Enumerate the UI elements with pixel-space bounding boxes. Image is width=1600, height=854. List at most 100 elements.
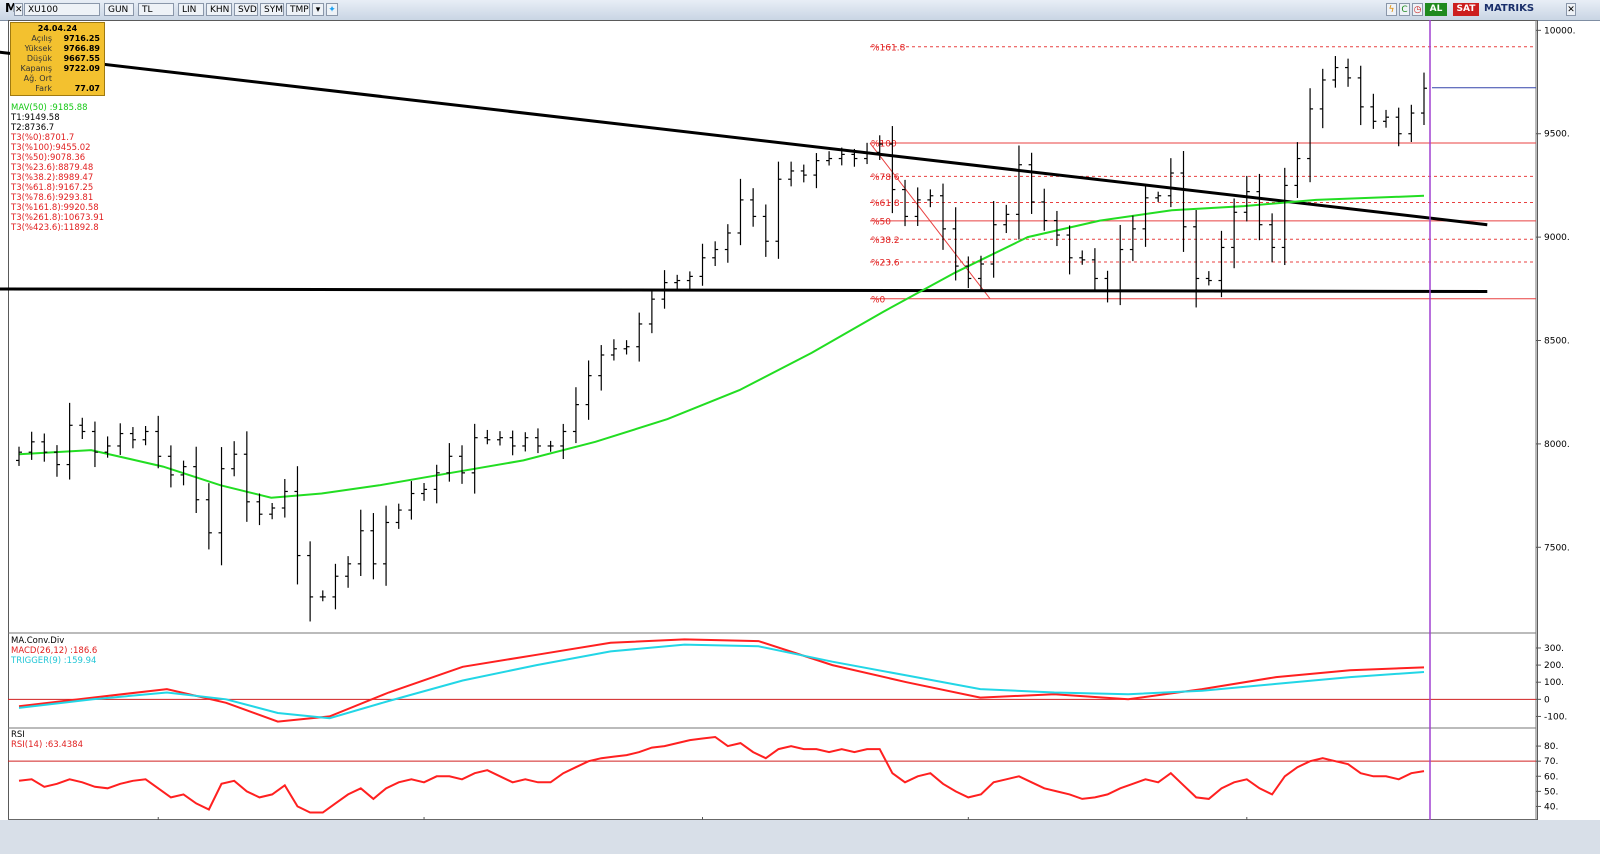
ohlc-bar: [674, 274, 681, 290]
ohlc-bar: [940, 183, 947, 250]
ohlc-bar: [1066, 225, 1073, 275]
ohlc-bar: [319, 590, 326, 602]
ohlc-bar: [433, 464, 440, 504]
ohlc-bar: [1269, 213, 1276, 263]
y-tick-label: 8500.: [1544, 337, 1570, 347]
ohlc-bar: [243, 431, 250, 522]
window-close-icon[interactable]: ✕: [1566, 3, 1576, 16]
legend-t3: T3(%261.8):10673.91: [11, 213, 105, 223]
mav50-line: [18, 194, 1425, 499]
rsi-panel: [8, 735, 1536, 814]
period-button[interactable]: GUN: [104, 3, 134, 16]
ohlc-bar: [1015, 145, 1022, 240]
lightning-icon[interactable]: ϟ: [1386, 3, 1397, 16]
trend-lines: [0, 50, 1488, 294]
ohlc-bar: [332, 563, 339, 610]
y-tick-label: 70.: [1544, 757, 1558, 767]
ohlc-bar: [902, 179, 909, 227]
dropdown-icon[interactable]: ▾: [312, 3, 324, 16]
alarm-icon[interactable]: ◷: [1412, 3, 1423, 16]
sell-button[interactable]: SAT: [1453, 3, 1479, 16]
currency-button[interactable]: TL: [138, 3, 174, 16]
legend-mav: MAV(50) :9185.88: [11, 103, 88, 113]
y-tick-label: 0: [1544, 695, 1550, 705]
ohlc-bar: [395, 503, 402, 529]
ohlc-bar: [1167, 158, 1174, 208]
legend-t3: T3(%0):8701.7: [11, 133, 75, 143]
legend-t3: T3(%50):9078.36: [11, 153, 86, 163]
macd-value: MACD(26,12) :186.6: [11, 646, 98, 656]
info-value: 9667.55: [63, 54, 100, 63]
legend-t3: T3(%38.2):8989.47: [11, 173, 94, 183]
y-tick-label: 9000.: [1544, 233, 1570, 243]
ohlc-bar: [459, 445, 466, 484]
fib-diagonal: [869, 142, 991, 300]
fib-label: %38.2: [871, 236, 900, 246]
ohlc-bar: [1231, 198, 1238, 269]
khn-button[interactable]: KHN: [206, 3, 232, 16]
ohlc-bar: [1193, 210, 1200, 308]
info-value: 77.07: [74, 84, 100, 93]
legend-t3: T3(%161.8):9920.58: [11, 203, 99, 213]
close-icon[interactable]: ✕: [14, 3, 23, 16]
indicator-legend: MAV(50) :9185.88 T1:9149.58 T2:8736.7 T3…: [11, 103, 104, 233]
ohlc-bar: [927, 189, 934, 208]
ohlc-bar: [16, 446, 22, 466]
ohlc-bar: [623, 340, 630, 355]
info-label: Fark: [35, 84, 52, 93]
ohlc-bar: [104, 436, 111, 458]
ohlc-bar: [1079, 250, 1086, 265]
ohlc-bar: [762, 204, 769, 257]
ohlc-bar: [864, 142, 871, 165]
legend-t2: T2:8736.7: [11, 123, 55, 133]
ohlc-bar: [129, 427, 136, 449]
ohlc-bar: [1218, 230, 1225, 298]
ohlc-bar: [256, 493, 263, 526]
refresh-icon[interactable]: C: [1399, 3, 1410, 16]
ohlc-bar: [534, 428, 541, 454]
y-tick-label: 7500.: [1544, 543, 1570, 553]
info-label: Kapanış: [20, 64, 52, 73]
legend-t3: T3(%23.6):8879.48: [11, 163, 94, 173]
ohlc-bar: [167, 445, 174, 488]
ohlc-bar: [876, 135, 883, 161]
ohlc-bar: [269, 502, 276, 520]
fib-label: %161.8: [871, 43, 906, 53]
legend-t3: T3(%423.6):11892.8: [11, 223, 99, 233]
fib-label: %50: [871, 217, 891, 227]
y-tick-label: 50.: [1544, 787, 1558, 797]
ohlc-bar: [1205, 271, 1212, 286]
twitter-icon[interactable]: ✦: [326, 3, 338, 16]
toolbar: M ✕ XU100 GUN TL LIN KHN SVD SYM TMP ▾ ✦…: [0, 0, 1600, 21]
ohlc-bar: [1395, 107, 1402, 147]
ohlc-bar: [724, 224, 731, 263]
ohlc-bar: [79, 417, 86, 440]
sym-button[interactable]: SYM: [260, 3, 284, 16]
ohlc-bar: [1294, 142, 1301, 198]
y-tick-label: 80.: [1544, 742, 1558, 752]
ohlc-bar: [648, 289, 655, 334]
y-tick-label: -100.: [1544, 712, 1567, 722]
macd-panel: [8, 638, 1536, 723]
rsi-title: RSI: [11, 730, 25, 740]
ohlc-bar: [357, 509, 364, 576]
ohlc-bar: [598, 345, 605, 391]
ohlc-bar: [1319, 68, 1326, 129]
ohlc-bar: [952, 207, 959, 281]
ohlc-bar: [1180, 151, 1187, 252]
brand-label: MATRIKS: [1484, 3, 1535, 14]
tmp-button[interactable]: TMP: [286, 3, 310, 16]
info-label: Yüksek: [24, 44, 52, 53]
buy-button[interactable]: AL: [1425, 3, 1447, 16]
symbol-field[interactable]: XU100: [24, 3, 100, 16]
info-value: 9716.25: [63, 34, 100, 43]
ohlc-bar: [838, 147, 845, 166]
y-tick-label: 9500.: [1544, 130, 1570, 140]
ohlc-bar: [91, 421, 98, 468]
svd-button[interactable]: SVD: [234, 3, 258, 16]
linear-button[interactable]: LIN: [178, 3, 204, 16]
y-tick-label: 100.: [1544, 678, 1564, 688]
ohlc-bar: [1307, 88, 1314, 183]
y-tick-label: 300.: [1544, 644, 1564, 654]
